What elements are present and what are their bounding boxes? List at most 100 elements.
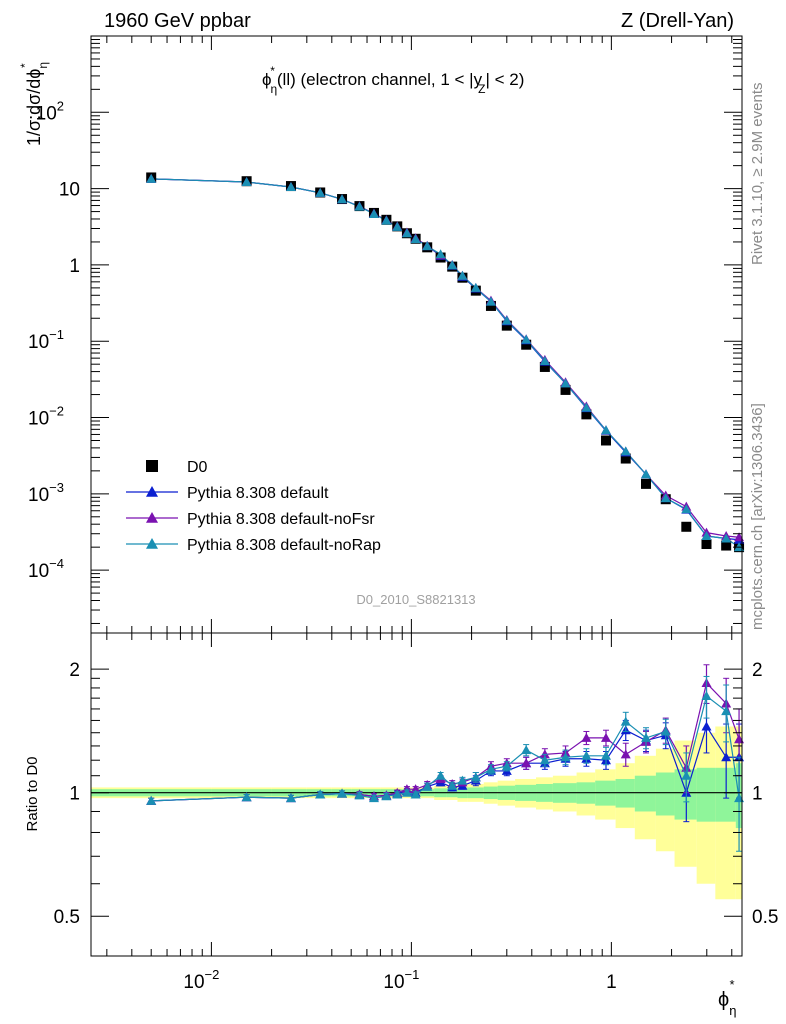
y-tick-label-exponent: −2 bbox=[49, 404, 64, 419]
legend-label: Pythia 8.308 default bbox=[187, 485, 329, 502]
ratio-data-point bbox=[457, 775, 468, 785]
x-tick-label-exponent: −2 bbox=[205, 967, 220, 982]
y-axis-title-main: 1/σ;dσ/dϕ bbox=[24, 69, 44, 146]
y-tick-label: 10−3 bbox=[28, 480, 64, 506]
ratio-data-point bbox=[435, 770, 446, 780]
ratio-plot-panel: 2 2 1 1 0.5 0.5 Ratio to D0 bbox=[24, 632, 778, 957]
plot-title: ϕη * (ll) (electron channel, 1 < |yZ| < 2) bbox=[262, 64, 524, 96]
data-point-d0 bbox=[581, 409, 592, 420]
ratio-data-point bbox=[392, 789, 403, 799]
data-point-mc bbox=[501, 315, 512, 325]
ratio-data-point bbox=[241, 792, 252, 802]
ratio-data-point bbox=[600, 750, 611, 760]
ratio-data-point bbox=[501, 761, 512, 771]
ratio-data-point bbox=[721, 706, 732, 716]
y-tick-label: 10−4 bbox=[28, 556, 64, 582]
data-point-mc bbox=[315, 187, 326, 197]
ratio-data-point bbox=[581, 750, 592, 760]
legend-label: Pythia 8.308 default-noFsr bbox=[187, 511, 375, 528]
data-point-d0 bbox=[521, 339, 532, 350]
plot-title-sup: * bbox=[270, 64, 275, 78]
y-axis-title-sub: η bbox=[36, 62, 50, 69]
ratio-data-point bbox=[447, 780, 458, 790]
y-tick-label: 1 bbox=[69, 256, 80, 277]
legend-label: Pythia 8.308 default-noRap bbox=[187, 537, 381, 554]
plot-title-ysub: Z bbox=[478, 82, 485, 96]
data-point-d0 bbox=[681, 521, 692, 532]
y-axis-title-sup: * bbox=[18, 63, 32, 68]
band-green bbox=[634, 775, 656, 812]
ratio-data-point bbox=[410, 789, 421, 799]
legend: D0 Pythia 8.308 default Pythia 8.308 defau… bbox=[126, 459, 381, 554]
y-tick-label-exponent: −4 bbox=[49, 556, 64, 571]
ratio-data-point bbox=[660, 726, 671, 736]
ratio-data-point bbox=[560, 752, 571, 762]
data-point-mc bbox=[660, 493, 671, 503]
band-green bbox=[655, 772, 675, 816]
data-point-mc bbox=[457, 270, 468, 280]
data-point-mc bbox=[447, 260, 458, 270]
data-point-d0 bbox=[600, 435, 611, 446]
data-point-mc bbox=[285, 181, 296, 191]
data-point-mc bbox=[146, 173, 157, 183]
data-point-d0 bbox=[701, 539, 712, 550]
side-mcplots-label: mcplots.cern.ch [arXiv:1306.3436] bbox=[749, 403, 766, 630]
y-tick-label: 10 bbox=[59, 180, 80, 201]
ratio-y-tick-label-right: 2 bbox=[752, 660, 763, 681]
ratio-data-point bbox=[422, 781, 433, 791]
ratio-data-point bbox=[620, 749, 631, 759]
band-green bbox=[696, 767, 716, 822]
data-point-mc bbox=[701, 531, 712, 541]
data-point-mc bbox=[641, 469, 652, 479]
x-axis-title-main: ϕ bbox=[718, 989, 729, 1011]
ratio-data-point bbox=[681, 770, 692, 780]
ratio-data-point bbox=[521, 758, 532, 768]
data-point-mc bbox=[337, 194, 348, 204]
ratio-y-axis-title: Ratio to D0 bbox=[24, 756, 41, 831]
header-left: 1960 GeV ppbar bbox=[104, 10, 251, 32]
data-point-mc bbox=[435, 249, 446, 259]
data-point-mc bbox=[368, 208, 379, 218]
legend-marker-d0 bbox=[146, 460, 158, 472]
data-point-mc bbox=[721, 533, 732, 543]
legend-marker-mc bbox=[146, 486, 158, 497]
x-axis-title-sub: η bbox=[729, 1003, 736, 1018]
ratio-data-point bbox=[410, 784, 421, 794]
data-point-mc bbox=[521, 334, 532, 344]
ratio-data-point bbox=[354, 790, 365, 800]
plot-title-mid: (ll) (electron channel, 1 < |y bbox=[277, 70, 483, 89]
data-point-d0 bbox=[641, 478, 652, 489]
x-axis-title: ϕη * bbox=[718, 977, 736, 1018]
data-point-mc bbox=[241, 177, 252, 187]
analysis-watermark: D0_2010_S8821313 bbox=[356, 592, 475, 607]
ratio-y-tick-label: 0.5 bbox=[54, 907, 80, 928]
ratio-data-point bbox=[641, 732, 652, 742]
data-point-d0 bbox=[560, 384, 571, 395]
ratio-data-point bbox=[721, 752, 732, 762]
data-point-mc bbox=[485, 296, 496, 306]
ratio-data-point bbox=[539, 755, 550, 765]
data-point-d0 bbox=[620, 453, 631, 464]
data-point-mc bbox=[422, 241, 433, 251]
ratio-data-point bbox=[701, 691, 712, 701]
data-point-mc bbox=[354, 201, 365, 211]
ratio-data-point bbox=[485, 764, 496, 774]
plot-title-phi: ϕ bbox=[262, 70, 272, 89]
ratio-data-point bbox=[581, 732, 592, 742]
ratio-y-tick-label: 1 bbox=[69, 784, 80, 805]
data-point-mc bbox=[392, 221, 403, 231]
side-rivet-label: Rivet 3.1.10, ≥ 2.9M events bbox=[749, 83, 766, 266]
ratio-data-point bbox=[401, 787, 412, 797]
data-point-d0 bbox=[501, 320, 512, 331]
ratio-y-tick-label-right: 0.5 bbox=[752, 907, 778, 928]
ratio-frame bbox=[90, 632, 743, 957]
legend-label: D0 bbox=[187, 459, 208, 476]
ratio-data-point bbox=[368, 793, 379, 803]
ratio-data-point bbox=[381, 791, 392, 801]
data-point-mc bbox=[620, 446, 631, 456]
data-point-mc bbox=[539, 356, 550, 366]
x-tick-label: 10−1 bbox=[383, 967, 419, 993]
data-point-d0 bbox=[485, 300, 496, 311]
